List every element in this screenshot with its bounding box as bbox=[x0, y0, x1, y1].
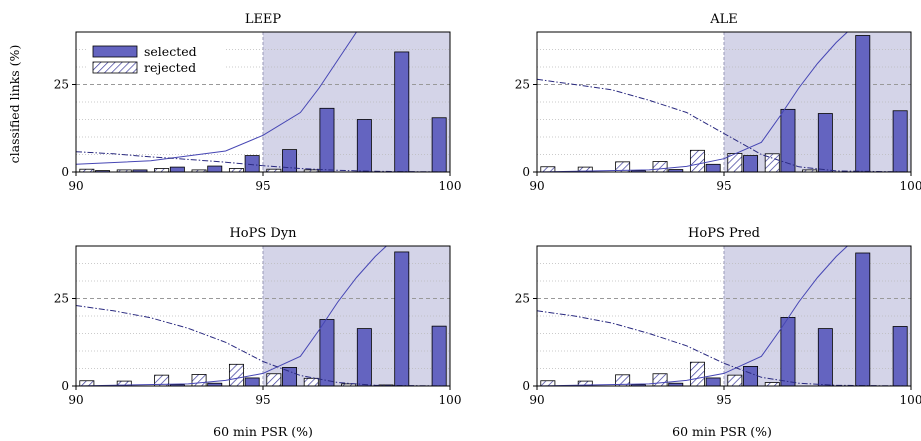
bar-rejected bbox=[266, 373, 282, 387]
x-tick-label: 90 bbox=[68, 179, 83, 193]
panel-title: HoPS Dyn bbox=[229, 226, 297, 241]
bar-rejected bbox=[303, 377, 319, 387]
y-tick-label: 25 bbox=[54, 78, 69, 92]
bar-selected bbox=[356, 328, 372, 387]
y-tick-label: 25 bbox=[515, 78, 530, 92]
bar-rejected bbox=[652, 161, 668, 173]
x-tick-label: 90 bbox=[529, 179, 544, 193]
x-tick-label: 95 bbox=[255, 393, 270, 407]
bar-rejected bbox=[228, 363, 244, 387]
cumulative-selected-line bbox=[536, 31, 848, 173]
bar-rejected bbox=[727, 374, 743, 387]
bar-selected bbox=[817, 113, 833, 173]
bar-selected bbox=[169, 166, 185, 173]
legend-label-rejected: rejected bbox=[144, 60, 196, 75]
panels: 90 95 100 0 25 LEEP 90 95 100 0 25 ALE 90 95 100 0 25 HoP… bbox=[54, 12, 921, 407]
bar-selected bbox=[244, 377, 260, 387]
cumulative-rejected-line bbox=[75, 151, 451, 173]
cumulative-rejected-line bbox=[75, 305, 451, 387]
x-tick-label: 95 bbox=[716, 393, 731, 407]
bar-selected bbox=[394, 51, 410, 173]
bar-selected bbox=[431, 117, 447, 173]
bar-selected bbox=[319, 319, 335, 387]
bar-rejected bbox=[689, 361, 705, 387]
panel-title: ALE bbox=[709, 12, 738, 27]
legend-label-selected: selected bbox=[144, 44, 197, 59]
panel-title: HoPS Pred bbox=[688, 226, 760, 241]
y-tick-label: 25 bbox=[54, 292, 69, 306]
y-tick-label: 0 bbox=[61, 379, 69, 393]
panel-leep: 90 95 100 0 25 LEEP bbox=[54, 12, 462, 193]
bar-selected bbox=[892, 110, 908, 173]
bar-rejected bbox=[154, 168, 170, 173]
y-tick-label: 0 bbox=[61, 165, 69, 179]
bar-selected bbox=[780, 316, 796, 387]
y-tick-label: 0 bbox=[522, 165, 530, 179]
panel-hops-pred: 90 95 100 0 25 HoPS Pred bbox=[515, 226, 921, 407]
bar-selected bbox=[892, 326, 908, 387]
bar-selected bbox=[207, 165, 223, 173]
y-axis-label: classified links (%) bbox=[7, 45, 22, 164]
bar-selected bbox=[431, 325, 447, 387]
x-tick-label: 100 bbox=[439, 393, 462, 407]
legend-swatch-rejected bbox=[92, 61, 138, 74]
bar-selected bbox=[356, 119, 372, 173]
bar-selected bbox=[705, 377, 721, 387]
cumulative-rejected-line bbox=[536, 310, 912, 387]
bar-selected bbox=[743, 365, 759, 387]
bar-selected bbox=[705, 163, 721, 173]
bar-selected bbox=[743, 155, 759, 173]
cumulative-rejected-line bbox=[536, 78, 912, 173]
x-tick-label: 90 bbox=[68, 393, 83, 407]
x-tick-label: 95 bbox=[716, 179, 731, 193]
bar-rejected bbox=[764, 382, 780, 387]
bar-selected bbox=[244, 155, 260, 173]
panel-ale: 90 95 100 0 25 ALE bbox=[515, 12, 921, 193]
bar-selected bbox=[855, 252, 871, 387]
x-tick-label: 100 bbox=[900, 179, 921, 193]
bar-selected bbox=[282, 149, 298, 173]
x-tick-label: 90 bbox=[529, 393, 544, 407]
legend-swatch-selected bbox=[92, 45, 138, 58]
cumulative-selected-line bbox=[536, 245, 848, 387]
bar-rejected bbox=[652, 373, 668, 387]
panel-hops-dyn: 90 95 100 0 25 HoPS Dyn bbox=[54, 226, 462, 407]
bar-selected bbox=[855, 35, 871, 173]
bar-selected bbox=[817, 328, 833, 387]
bar-selected bbox=[282, 367, 298, 387]
bar-selected bbox=[780, 108, 796, 173]
bar-rejected bbox=[689, 149, 705, 173]
y-tick-label: 25 bbox=[515, 292, 530, 306]
y-tick-label: 0 bbox=[522, 379, 530, 393]
x-axis-label-left: 60 min PSR (%) bbox=[213, 424, 313, 439]
bar-rejected bbox=[228, 168, 244, 173]
x-tick-label: 100 bbox=[900, 393, 921, 407]
x-axis-label-right: 60 min PSR (%) bbox=[672, 424, 772, 439]
panel-title: LEEP bbox=[245, 12, 282, 27]
cumulative-selected-line bbox=[75, 31, 357, 165]
x-tick-label: 95 bbox=[255, 179, 270, 193]
cumulative-selected-line bbox=[75, 245, 387, 387]
bar-selected bbox=[319, 107, 335, 173]
x-tick-label: 100 bbox=[439, 179, 462, 193]
bar-selected bbox=[394, 251, 410, 387]
bar-rejected bbox=[191, 374, 207, 387]
